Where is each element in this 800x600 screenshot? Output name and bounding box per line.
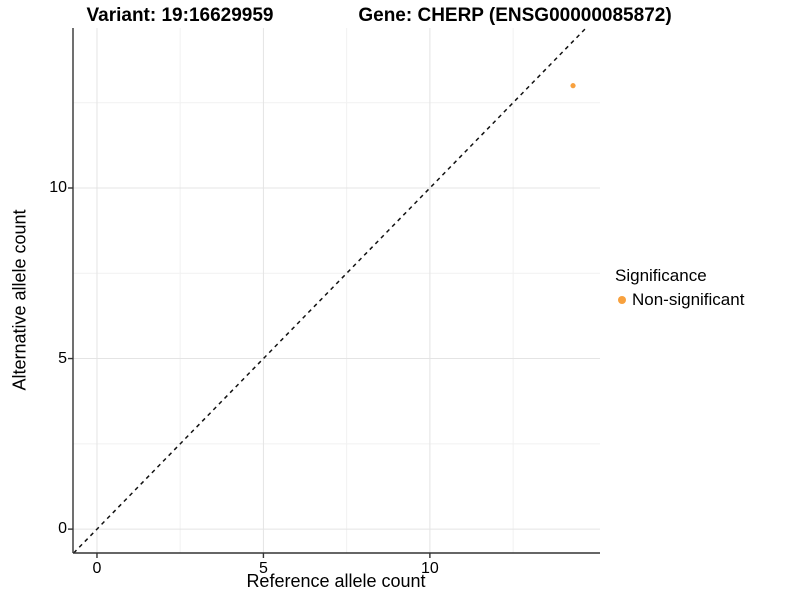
x-axis-title: Reference allele count (246, 571, 426, 591)
legend-item-label: Non-significant (632, 290, 745, 309)
y-tick-label: 5 (58, 349, 67, 367)
x-tick-label: 0 (92, 560, 102, 577)
y-axis-title: Alternative allele count (9, 209, 30, 391)
x-tick-label: 5 (258, 560, 268, 577)
legend-item: Non-significant (615, 290, 744, 310)
y-tick-label: 0 (58, 520, 67, 538)
identity-reference-line (73, 27, 587, 554)
legend: Significance Non-significant (615, 266, 744, 310)
data-point (570, 83, 576, 89)
legend-point-icon (618, 296, 626, 304)
legend-title: Significance (615, 266, 707, 285)
plot-title-gene: Gene: CHERP (ENSG00000085872) (358, 5, 672, 26)
plot-title-variant: Variant: 19:16629959 (86, 5, 274, 26)
x-tick-label: 10 (420, 560, 439, 577)
y-tick-label: 10 (49, 178, 67, 196)
